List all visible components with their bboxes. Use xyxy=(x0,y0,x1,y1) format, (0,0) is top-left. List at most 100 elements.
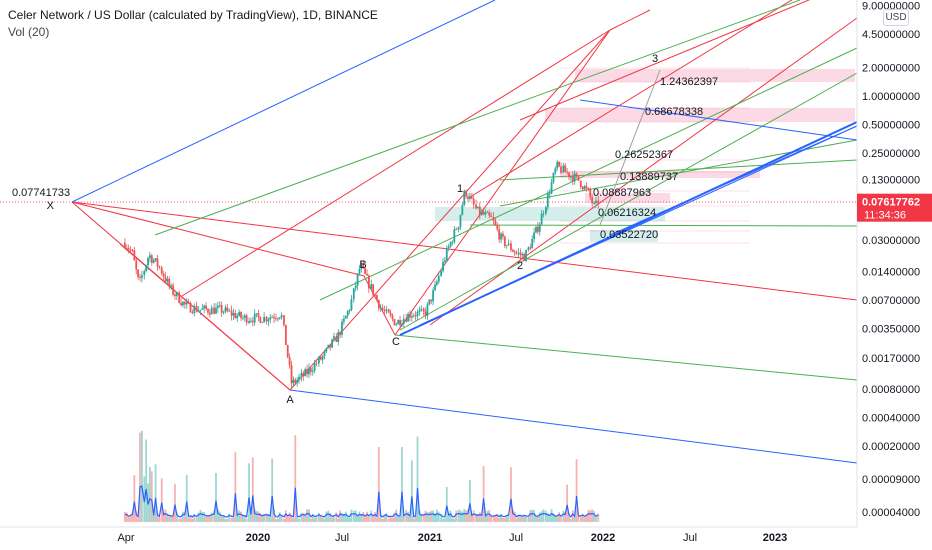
volume-bar xyxy=(236,513,239,522)
candle-body xyxy=(280,315,283,318)
x-tick-label: 2021 xyxy=(418,532,442,544)
candle-body xyxy=(490,215,493,218)
candle-body xyxy=(261,322,264,323)
volume-bar xyxy=(573,517,576,522)
volume-bar xyxy=(261,515,264,522)
volume-bar xyxy=(154,464,157,522)
candle-body xyxy=(129,249,132,251)
candle-body xyxy=(370,284,373,289)
candle-body xyxy=(354,285,357,289)
candle-body xyxy=(470,196,473,199)
candle-body xyxy=(498,229,501,240)
candle-body xyxy=(533,232,535,240)
volume-bar xyxy=(329,512,332,522)
candle-body xyxy=(317,357,320,364)
volume-bar xyxy=(131,511,134,522)
candle-body xyxy=(183,301,186,305)
candle-body xyxy=(300,373,303,377)
candle-body xyxy=(329,344,332,348)
y-tick-label: 0.00004000 xyxy=(862,507,920,519)
volume-bar xyxy=(418,509,421,522)
candle-body xyxy=(360,264,363,269)
candle-body xyxy=(250,320,252,322)
candle-body xyxy=(199,309,202,311)
candle-body xyxy=(339,332,342,335)
volume-bar xyxy=(515,518,518,522)
candle-body xyxy=(523,254,526,262)
candle-body xyxy=(193,305,196,314)
candle-body xyxy=(284,324,287,346)
volume-bar xyxy=(356,515,359,522)
candle-body xyxy=(348,310,351,312)
x-tick-label: Jul xyxy=(509,532,523,544)
volume-bar xyxy=(424,510,427,522)
candle-body xyxy=(461,204,464,215)
candle-body xyxy=(376,295,378,300)
candle-body xyxy=(311,370,314,372)
volume-bar xyxy=(149,467,151,522)
candle-body xyxy=(531,239,534,249)
volume-bar xyxy=(467,509,469,522)
volume-bar xyxy=(531,509,534,522)
volume-bar xyxy=(327,510,330,522)
volume-bar xyxy=(529,510,532,522)
candle-body xyxy=(315,363,318,365)
candle-body xyxy=(243,315,246,318)
volume-bar xyxy=(426,512,429,522)
volume-bar xyxy=(428,511,431,522)
candle-body xyxy=(445,248,448,261)
candle-body xyxy=(463,190,466,205)
volume-bar xyxy=(302,512,305,522)
volume-bar xyxy=(393,512,396,522)
candle-body xyxy=(292,379,295,384)
candle-body xyxy=(525,250,527,262)
volume-bar xyxy=(263,513,266,522)
chart-drawings xyxy=(0,0,858,464)
candle-body xyxy=(308,368,310,375)
wave-label-b: B xyxy=(359,259,366,271)
volume-bar xyxy=(451,518,454,522)
volume-bar xyxy=(259,512,262,522)
volume-bar xyxy=(201,511,204,522)
volume-bar xyxy=(218,511,221,522)
volume-bar xyxy=(199,509,202,522)
volume-bar xyxy=(535,516,537,522)
volume-bar xyxy=(585,514,588,522)
volume-bar xyxy=(477,514,479,522)
candle-body xyxy=(228,310,231,312)
candle-body xyxy=(451,241,454,243)
volume-bar xyxy=(234,451,237,522)
volume-indicator-label[interactable]: Vol (20) xyxy=(8,25,50,39)
volume-bar xyxy=(449,510,452,522)
candle-body xyxy=(571,176,574,182)
volume-bar xyxy=(391,518,394,522)
candle-body xyxy=(346,311,349,316)
candle-body xyxy=(226,307,229,311)
currency-button[interactable]: USD xyxy=(883,9,909,26)
volume-bar xyxy=(589,510,592,522)
volume-bar xyxy=(354,510,357,522)
fib-level-label: 0.03522720 xyxy=(600,229,658,241)
volume-bar xyxy=(422,513,425,522)
candle-body xyxy=(253,313,256,323)
candle-body xyxy=(486,212,489,214)
candle-body xyxy=(175,292,178,297)
candle-body xyxy=(220,305,223,313)
projection-line xyxy=(599,69,661,226)
candle-body xyxy=(583,186,586,190)
volume-bar xyxy=(544,510,547,522)
candle-body xyxy=(133,250,136,261)
volume-bar xyxy=(470,513,473,522)
volume-bar xyxy=(494,514,497,522)
volume-bar xyxy=(253,509,256,522)
volume-bar xyxy=(339,510,342,522)
candle-body xyxy=(502,233,504,237)
volume-bar xyxy=(577,516,580,522)
candle-body xyxy=(418,310,421,312)
volume-bar xyxy=(435,509,438,522)
candle-body xyxy=(251,320,254,323)
volume-bar xyxy=(222,515,225,522)
volume-bar xyxy=(333,515,335,522)
candle-body xyxy=(195,305,198,312)
